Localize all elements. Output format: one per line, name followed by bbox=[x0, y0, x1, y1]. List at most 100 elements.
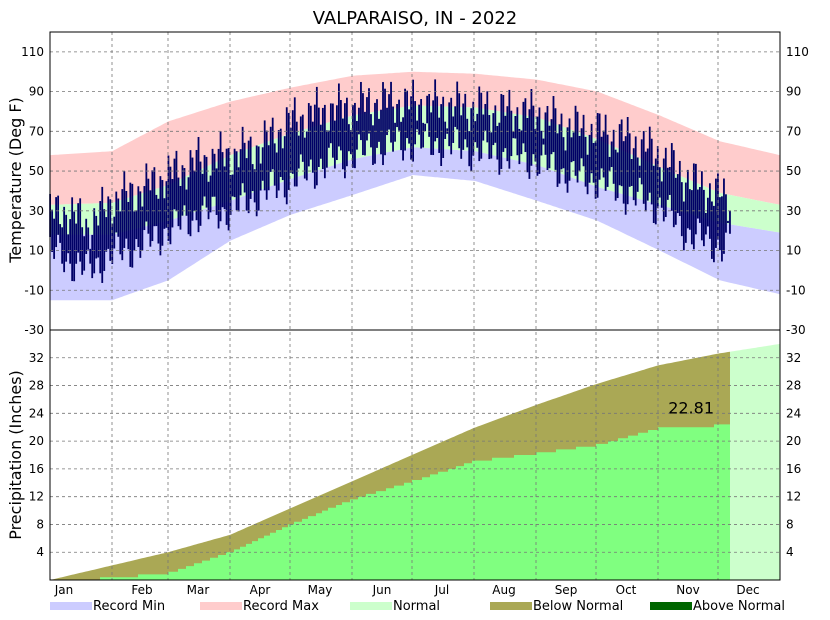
observed-temperature-bar bbox=[356, 120, 358, 150]
observed-temperature-bar bbox=[117, 198, 120, 237]
observed-temperature-bar bbox=[335, 105, 338, 161]
observed-temperature-bar bbox=[468, 131, 471, 167]
observed-temperature-bar bbox=[135, 210, 138, 240]
observed-temperature-bar bbox=[394, 122, 396, 142]
observed-temperature-bar bbox=[700, 171, 703, 241]
observed-temperature-bar bbox=[217, 148, 220, 229]
observed-temperature-bar bbox=[115, 191, 118, 233]
observed-temperature-bar bbox=[187, 177, 190, 235]
observed-temperature-bar bbox=[512, 131, 515, 139]
observed-temperature-bar bbox=[560, 113, 563, 170]
observed-temperature-bar bbox=[590, 123, 593, 174]
precipitation-tick-label-left: 20 bbox=[29, 434, 44, 448]
temperature-panel: -30 -30 -10 -10 10 10 30 30 50 50 70 70 90 90 110 110 bbox=[21, 32, 809, 337]
observed-temperature-bar bbox=[211, 148, 214, 197]
observed-temperature-bar bbox=[554, 108, 557, 170]
month-tick-label: May bbox=[308, 583, 333, 597]
observed-temperature-bar bbox=[719, 197, 721, 251]
observed-temperature-bar bbox=[570, 137, 573, 163]
future-normal-precipitation bbox=[730, 343, 780, 580]
observed-temperature-bar bbox=[678, 160, 681, 217]
observed-temperature-bar bbox=[181, 165, 184, 216]
temperature-tick-label-right: 30 bbox=[786, 204, 801, 218]
legend-label: Below Normal bbox=[533, 599, 623, 614]
observed-temperature-bar bbox=[283, 136, 286, 198]
observed-temperature-bar bbox=[388, 94, 390, 130]
month-tick-label: Aug bbox=[492, 583, 515, 597]
observed-temperature-bar bbox=[572, 132, 575, 162]
observed-temperature-bar bbox=[492, 113, 495, 146]
observed-temperature-bar bbox=[265, 130, 268, 200]
observed-temperature-bar bbox=[428, 93, 431, 137]
observed-temperature-bar bbox=[692, 163, 695, 250]
observed-temperature-bar bbox=[586, 154, 589, 195]
observed-temperature-bar bbox=[374, 102, 376, 164]
observed-temperature-bar bbox=[97, 225, 100, 258]
observed-temperature-bar bbox=[99, 201, 102, 274]
observed-temperature-bar bbox=[235, 151, 238, 211]
month-tick-label: Apr bbox=[250, 583, 271, 597]
observed-temperature-bar bbox=[245, 158, 248, 211]
observed-temperature-bar bbox=[588, 134, 591, 183]
observed-temperature-bar bbox=[173, 158, 176, 210]
observed-temperature-bar bbox=[109, 199, 112, 261]
observed-temperature-bar bbox=[165, 181, 168, 228]
observed-temperature-bar bbox=[650, 138, 653, 205]
record-min-band bbox=[50, 147, 780, 301]
observed-temperature-bar bbox=[179, 185, 182, 230]
observed-temperature-bar bbox=[155, 194, 158, 227]
observed-temperature-bar bbox=[546, 106, 549, 171]
observed-temperature-bar bbox=[358, 107, 360, 135]
observed-temperature-bar bbox=[470, 108, 473, 171]
observed-temperature-bar bbox=[666, 167, 669, 200]
temperature-tick-label-right: 50 bbox=[786, 164, 801, 178]
observed-temperature-bar bbox=[686, 169, 689, 229]
observed-temperature-bar bbox=[416, 120, 419, 130]
precipitation-tick-label-right: 12 bbox=[786, 490, 801, 504]
observed-temperature-bar bbox=[147, 178, 150, 234]
observed-temperature-bar bbox=[715, 178, 717, 248]
observed-temperature-bar bbox=[646, 148, 649, 201]
legend-swatch-below-normal bbox=[490, 602, 532, 610]
observed-temperature-bar bbox=[626, 117, 629, 205]
observed-temperature-bar bbox=[191, 157, 194, 221]
observed-temperature-bar bbox=[241, 126, 244, 184]
observed-temperature-bar bbox=[273, 143, 276, 186]
observed-temperature-bar bbox=[707, 197, 709, 227]
precipitation-tick-label-left: 16 bbox=[29, 462, 44, 476]
observed-temperature-bar bbox=[634, 136, 637, 206]
observed-temperature-bar bbox=[342, 118, 344, 170]
observed-temperature-bar bbox=[574, 105, 577, 176]
observed-temperature-bar bbox=[632, 148, 635, 201]
observed-temperature-bar bbox=[698, 187, 701, 223]
observed-temperature-bar bbox=[384, 88, 386, 156]
observed-temperature-bar bbox=[602, 130, 605, 178]
observed-temperature-bar bbox=[630, 159, 633, 186]
observed-temperature-bar bbox=[287, 112, 290, 190]
observed-temperature-bar bbox=[380, 109, 382, 155]
precipitation-tick-label-right: 8 bbox=[786, 517, 794, 531]
observed-temperature-bar bbox=[281, 148, 284, 181]
observed-temperature-bar bbox=[390, 81, 392, 143]
observed-temperature-bar bbox=[424, 123, 427, 132]
observed-temperature-bar bbox=[414, 101, 416, 145]
observed-temperature-bar bbox=[303, 137, 306, 179]
observed-temperature-bar bbox=[183, 168, 186, 206]
observed-temperature-bar bbox=[145, 163, 148, 222]
observed-temperature-bar bbox=[548, 125, 551, 169]
observed-temperature-bar bbox=[408, 109, 410, 144]
observed-temperature-bar bbox=[430, 112, 433, 155]
observed-temperature-bar bbox=[676, 174, 679, 214]
temperature-tick-label-left: -10 bbox=[24, 283, 44, 297]
observed-temperature-bar bbox=[544, 112, 547, 155]
observed-temperature-bar bbox=[93, 208, 96, 274]
precipitation-axis-label: Precipitation (Inches) bbox=[6, 370, 25, 540]
observed-temperature-bar bbox=[195, 149, 198, 221]
observed-temperature-bar bbox=[727, 220, 729, 224]
observed-temperature-bar bbox=[271, 117, 274, 170]
observed-temperature-bar bbox=[670, 143, 673, 211]
observed-temperature-bar bbox=[185, 189, 188, 216]
temperature-tick-label-right: -30 bbox=[786, 323, 806, 337]
observed-temperature-bar bbox=[702, 189, 705, 247]
observed-temperature-bar bbox=[263, 120, 266, 191]
